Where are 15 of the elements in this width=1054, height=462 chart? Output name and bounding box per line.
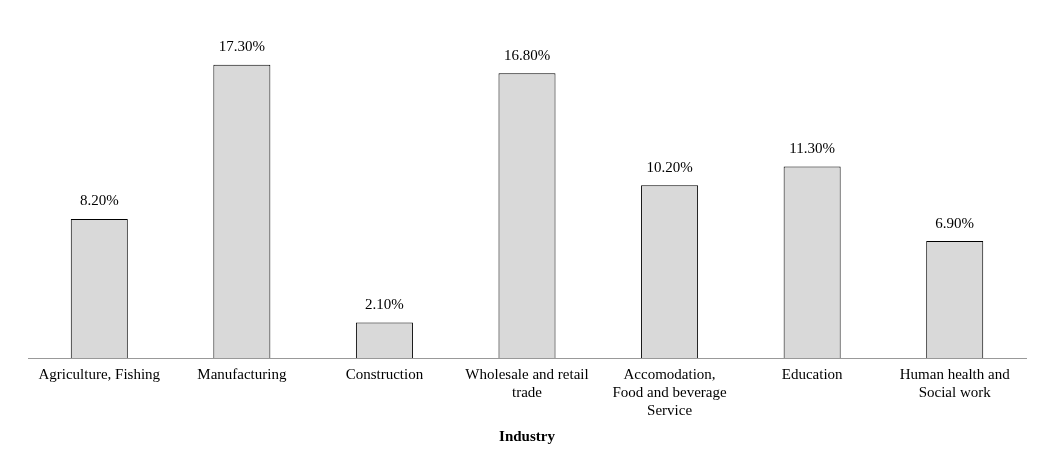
x-tick-label: Wholesale and retail trade — [465, 365, 589, 400]
data-label: 16.80% — [503, 46, 551, 63]
x-tick-label: Manufacturing — [197, 365, 287, 382]
x-tick-label: Accomodation, Food and beverage Service — [612, 365, 727, 418]
x-tick-label: Construction — [345, 365, 424, 382]
x-axis-title: Industry — [499, 427, 556, 444]
data-label: 11.30% — [789, 139, 835, 156]
data-label: 10.20% — [646, 158, 693, 175]
data-label: 6.90% — [935, 214, 975, 231]
data-label: 8.20% — [79, 192, 119, 209]
x-tick-label: Human health and Social work — [899, 365, 1011, 400]
x-tick-label: Education — [781, 365, 844, 382]
data-label: 2.10% — [365, 295, 404, 312]
x-tick-label: Agriculture, Fishing — [38, 365, 161, 382]
data-label: 17.30% — [218, 38, 265, 55]
